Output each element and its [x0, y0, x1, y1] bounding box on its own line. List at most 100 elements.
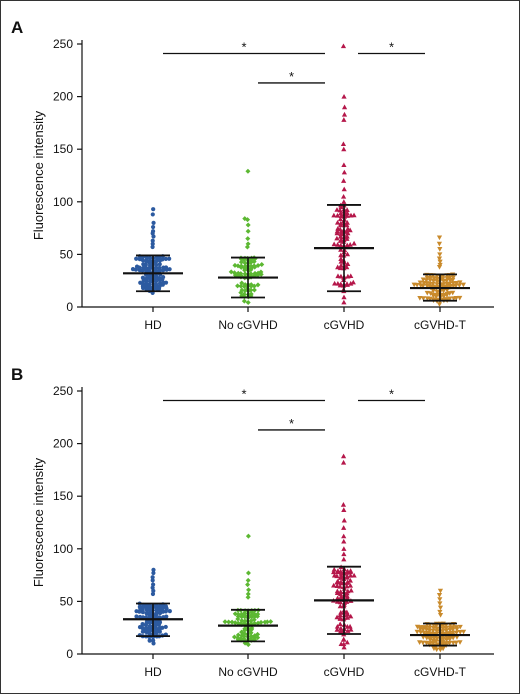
data-point — [440, 276, 446, 282]
data-point — [251, 617, 257, 623]
data-point — [248, 263, 254, 269]
data-point — [440, 629, 446, 634]
data-point — [411, 282, 417, 288]
data-point — [334, 624, 341, 629]
x-tick-label: HD — [144, 665, 162, 679]
data-point — [338, 609, 344, 615]
data-point — [258, 619, 264, 625]
data-point — [163, 624, 168, 630]
x-tick-label: cGVHD-T — [414, 318, 467, 332]
data-point — [150, 575, 155, 580]
data-point — [341, 186, 347, 192]
data-point — [347, 582, 354, 588]
data-point — [340, 453, 347, 459]
data-point — [437, 252, 443, 257]
data-point — [331, 582, 337, 588]
data-point — [235, 632, 241, 638]
data-point — [341, 507, 347, 512]
data-point — [341, 178, 347, 183]
data-point — [341, 94, 347, 99]
data-point — [345, 261, 351, 267]
data-point — [248, 282, 254, 288]
data-point — [453, 625, 460, 630]
data-point — [150, 585, 155, 590]
data-point — [245, 300, 251, 306]
data-point — [245, 570, 251, 576]
data-point — [331, 572, 338, 578]
data-point — [337, 612, 343, 618]
data-point — [441, 292, 447, 298]
data-point — [150, 591, 156, 597]
data-point — [258, 269, 264, 275]
data-point — [334, 228, 340, 234]
data-point — [167, 609, 172, 614]
data-point — [443, 628, 449, 634]
data-point — [453, 296, 459, 301]
data-point — [437, 597, 443, 602]
data-point — [348, 587, 354, 593]
significance-star: * — [241, 39, 246, 54]
data-point — [251, 263, 257, 269]
data-point — [340, 502, 347, 507]
data-point — [434, 282, 440, 288]
data-point — [335, 273, 341, 279]
data-point — [259, 262, 265, 268]
data-point — [164, 614, 169, 619]
data-point — [450, 630, 456, 636]
data-point — [262, 619, 268, 625]
data-point — [150, 578, 155, 583]
data-point — [337, 621, 343, 627]
data-point — [334, 220, 341, 225]
data-point — [150, 229, 156, 234]
data-point — [335, 225, 341, 231]
data-point — [340, 141, 347, 147]
y-tick-label: 0 — [66, 647, 73, 661]
data-point — [242, 626, 248, 632]
data-point — [437, 601, 443, 607]
data-point — [151, 207, 156, 212]
data-point — [344, 251, 351, 257]
significance-star: * — [389, 386, 394, 401]
data-point — [417, 295, 423, 301]
data-point — [430, 292, 436, 298]
data-point — [335, 264, 341, 270]
data-point — [443, 641, 449, 646]
data-point — [447, 275, 453, 281]
data-point — [154, 282, 159, 287]
data-point — [245, 577, 251, 583]
x-tick-label: No cGVHD — [218, 318, 278, 332]
data-point — [424, 627, 430, 633]
data-point — [436, 241, 443, 247]
data-point — [140, 258, 146, 263]
data-point — [137, 625, 143, 630]
data-point — [264, 619, 270, 625]
data-point — [347, 242, 353, 247]
data-point — [242, 618, 248, 624]
data-point — [229, 619, 235, 625]
data-point — [457, 630, 463, 635]
data-point — [338, 258, 344, 264]
data-point — [147, 258, 152, 264]
data-point — [137, 257, 142, 262]
data-point — [348, 273, 354, 279]
data-point — [341, 556, 347, 562]
data-point — [157, 620, 163, 625]
data-point — [341, 636, 347, 642]
data-point — [248, 271, 254, 277]
data-point — [430, 278, 437, 284]
data-point — [453, 283, 459, 289]
data-point — [151, 234, 156, 239]
y-tick-label: 200 — [53, 437, 73, 451]
data-point — [453, 640, 459, 646]
x-tick-label: No cGVHD — [218, 665, 278, 679]
data-point — [417, 280, 423, 286]
data-point — [344, 599, 350, 604]
data-point — [443, 297, 449, 302]
data-point — [245, 591, 251, 597]
data-point — [241, 636, 247, 642]
data-point — [348, 572, 354, 578]
panel-b-chart: B 0 50 100 150 200 250 Fluorescence intensity HD… — [11, 365, 494, 679]
data-point — [241, 298, 247, 304]
data-point — [334, 207, 340, 212]
data-point — [163, 280, 169, 285]
